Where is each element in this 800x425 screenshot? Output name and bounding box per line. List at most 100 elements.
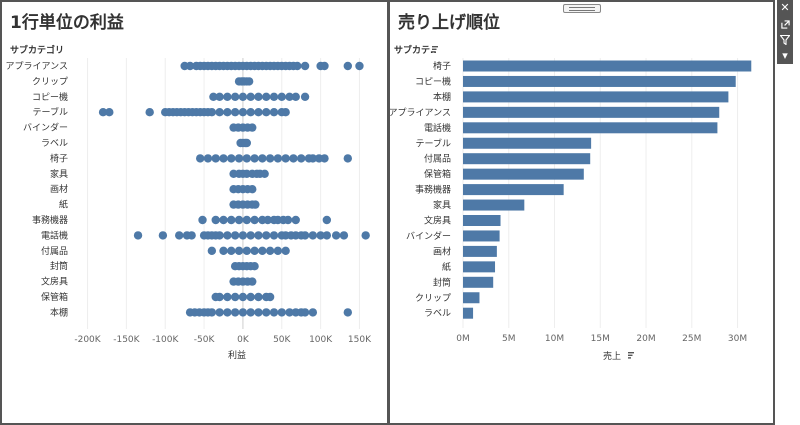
sales-bar[interactable]	[463, 75, 736, 87]
sales-category-label[interactable]: 事務機器	[415, 184, 451, 196]
profit-point[interactable]	[230, 308, 240, 317]
profit-point[interactable]	[246, 92, 255, 102]
profit-point[interactable]	[291, 92, 300, 102]
profit-point[interactable]	[277, 308, 286, 317]
profit-point[interactable]	[234, 246, 244, 255]
profit-point[interactable]	[251, 200, 260, 209]
profit-point[interactable]	[273, 246, 283, 255]
profit-point[interactable]	[339, 231, 349, 240]
profit-point[interactable]	[316, 231, 325, 240]
profit-category-label[interactable]: テーブル	[33, 106, 68, 118]
profit-point[interactable]	[207, 108, 217, 117]
profit-point[interactable]	[215, 292, 224, 302]
profit-point[interactable]	[331, 231, 341, 240]
profit-category-label[interactable]: 椅子	[50, 152, 68, 164]
sales-category-label[interactable]: 紙	[442, 261, 451, 273]
profit-category-label[interactable]: 事務機器	[32, 214, 68, 226]
profit-point[interactable]	[269, 231, 279, 240]
profit-category-label[interactable]: 家具	[50, 168, 68, 180]
profit-point[interactable]	[227, 215, 236, 225]
profit-point[interactable]	[246, 231, 255, 240]
sales-category-label[interactable]: 画材	[433, 245, 451, 257]
sales-category-label[interactable]: 保管箱	[424, 168, 451, 180]
sales-bar[interactable]	[463, 106, 720, 118]
profit-point[interactable]	[285, 92, 294, 102]
profit-point[interactable]	[291, 215, 300, 225]
profit-point[interactable]	[300, 308, 310, 317]
profit-point[interactable]	[322, 231, 332, 240]
profit-point[interactable]	[223, 108, 232, 117]
profit-point[interactable]	[211, 215, 220, 225]
profit-point[interactable]	[187, 231, 196, 240]
profit-point[interactable]	[246, 292, 255, 302]
profit-point[interactable]	[219, 215, 228, 225]
profit-point[interactable]	[300, 61, 310, 71]
profit-point[interactable]	[234, 154, 244, 163]
profit-point[interactable]	[285, 308, 294, 317]
profit-point[interactable]	[238, 92, 248, 102]
profit-point[interactable]	[215, 308, 224, 317]
profit-point[interactable]	[254, 92, 263, 102]
profit-point[interactable]	[219, 246, 228, 255]
profit-point[interactable]	[269, 108, 279, 117]
profit-point[interactable]	[283, 215, 293, 225]
sales-bar[interactable]	[463, 60, 752, 72]
profit-point[interactable]	[254, 108, 263, 117]
close-icon[interactable]: ✕	[780, 1, 790, 14]
profit-point[interactable]	[273, 154, 283, 163]
profit-point[interactable]	[254, 292, 263, 302]
profit-point[interactable]	[293, 61, 302, 71]
profit-category-label[interactable]: バインダー	[23, 122, 68, 134]
profit-point[interactable]	[260, 169, 269, 178]
profit-point[interactable]	[300, 92, 310, 102]
sales-category-label[interactable]: 文房具	[424, 215, 451, 227]
sort-icon-header[interactable]	[432, 46, 438, 53]
sales-category-label[interactable]: 付属品	[424, 154, 451, 165]
profit-point[interactable]	[211, 154, 220, 163]
sales-bar[interactable]	[463, 122, 718, 134]
sales-category-label[interactable]: ラベル	[424, 308, 451, 319]
profit-point[interactable]	[265, 154, 275, 163]
profit-point[interactable]	[223, 292, 232, 302]
profit-point[interactable]	[246, 308, 255, 317]
profit-point[interactable]	[227, 246, 236, 255]
sales-category-label[interactable]: 家具	[433, 199, 451, 211]
profit-category-label[interactable]: 封筒	[50, 260, 68, 272]
profit-point[interactable]	[230, 292, 240, 302]
sales-bar[interactable]	[463, 245, 497, 257]
profit-point[interactable]	[238, 308, 248, 317]
profit-point[interactable]	[281, 108, 290, 117]
profit-point[interactable]	[265, 246, 275, 255]
profit-point[interactable]	[230, 92, 240, 102]
profit-point[interactable]	[343, 308, 353, 317]
sales-bar[interactable]	[463, 276, 494, 288]
profit-point[interactable]	[175, 231, 184, 240]
profit-point[interactable]	[262, 231, 271, 240]
sales-category-label[interactable]: バインダー	[406, 230, 451, 242]
profit-point[interactable]	[195, 154, 205, 163]
profit-category-label[interactable]: 本棚	[50, 306, 68, 318]
profit-point[interactable]	[361, 231, 370, 240]
profit-point[interactable]	[105, 108, 114, 117]
profit-point[interactable]	[343, 61, 353, 71]
profit-point[interactable]	[133, 231, 143, 240]
profit-point[interactable]	[269, 92, 279, 102]
profit-point[interactable]	[250, 246, 259, 255]
profit-point[interactable]	[207, 308, 217, 317]
profit-category-label[interactable]: 画材	[50, 183, 68, 195]
profit-point[interactable]	[223, 92, 232, 102]
profit-point[interactable]	[281, 246, 290, 255]
sales-bar[interactable]	[463, 199, 525, 211]
profit-point[interactable]	[215, 92, 224, 102]
profit-category-label[interactable]: ラベル	[41, 138, 68, 149]
sales-category-label[interactable]: 本棚	[433, 91, 451, 103]
profit-point[interactable]	[355, 61, 364, 71]
profit-point[interactable]	[242, 154, 252, 163]
profit-point[interactable]	[244, 77, 254, 86]
profit-point[interactable]	[209, 92, 218, 102]
profit-point[interactable]	[158, 231, 168, 240]
profit-point[interactable]	[308, 308, 318, 317]
profit-scatter-chart[interactable]: サブカテゴリ アプライアンスクリップコピー機テーブルバインダーラベル椅子家具画材…	[2, 2, 387, 423]
popout-icon[interactable]	[777, 16, 793, 32]
sales-category-label[interactable]: アプライアンス	[390, 107, 451, 118]
